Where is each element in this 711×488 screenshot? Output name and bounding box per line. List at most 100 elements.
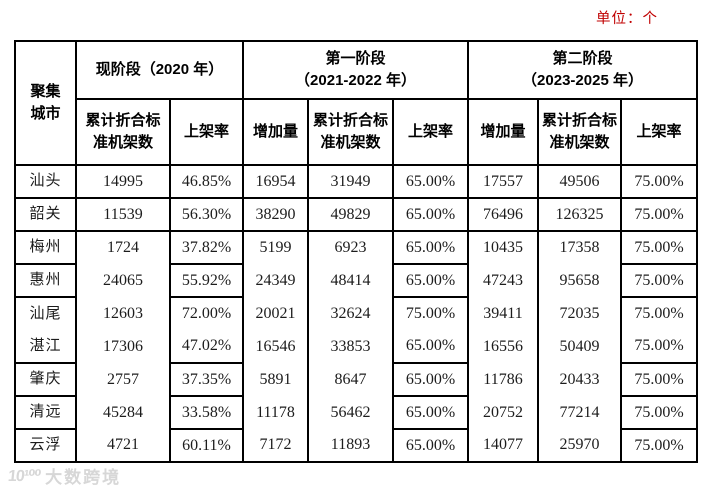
cell-value: 17358 — [538, 231, 622, 264]
cell-value: 47.02% — [170, 330, 244, 364]
cell-value: 65.00% — [393, 264, 469, 298]
cell-value: 65.00% — [393, 231, 469, 265]
table-row: 韶关 11539 56.30% 38290 49829 65.00% 76496 126325… — [15, 198, 697, 232]
cell-value: 33.58% — [170, 396, 244, 430]
cell-city: 湛江 — [15, 330, 77, 364]
cell-value: 72.00% — [170, 297, 244, 330]
cell-value: 16546 — [243, 330, 309, 363]
cell-value: 75.00% — [393, 297, 469, 330]
cell-value: 55.92% — [170, 264, 244, 298]
table-row: 清远 45284 33.58% 11178 56462 65.00% 20752 77214 7… — [15, 396, 697, 430]
cell-value: 24349 — [243, 264, 309, 297]
cell-value: 126325 — [538, 198, 622, 232]
watermark: 10¹⁰⁰ 大数跨境 — [7, 463, 122, 488]
unit-label: 单位：个 — [596, 11, 658, 27]
stage-header-current: 现阶段（2020 年） — [76, 41, 244, 100]
metric-header-racks: 累计折合标 准机架数 — [308, 99, 394, 166]
metric-header-racks: 累计折合标 准机架数 — [76, 99, 171, 166]
cell-value: 17306 — [76, 330, 171, 363]
cell-value: 10435 — [468, 231, 539, 264]
cell-value: 77214 — [538, 396, 622, 429]
cell-value: 95658 — [538, 264, 622, 297]
cell-value: 33853 — [308, 330, 394, 363]
cell-value: 20433 — [538, 363, 622, 396]
cell-value: 56462 — [308, 396, 394, 429]
cell-value: 17557 — [468, 165, 539, 199]
cell-value: 37.82% — [170, 231, 244, 265]
cell-city: 汕头 — [15, 165, 77, 199]
cell-value: 75.00% — [621, 231, 697, 265]
metric-header-rate: 上架率 — [170, 99, 244, 166]
table-row: 汕尾 12603 72.00% 20021 32624 75.00% 39411 72035 7… — [15, 297, 697, 330]
cell-value: 14077 — [468, 429, 539, 462]
cell-value: 65.00% — [393, 330, 469, 364]
cell-city: 梅州 — [15, 231, 77, 265]
cell-value: 14995 — [76, 165, 171, 199]
cell-value: 8647 — [308, 363, 394, 396]
cell-value: 38290 — [243, 198, 309, 232]
cell-city: 肇庆 — [15, 363, 77, 397]
cell-value: 75.00% — [621, 363, 697, 397]
cell-value: 75.00% — [621, 396, 697, 430]
cell-value: 56.30% — [170, 198, 244, 232]
cell-value: 31949 — [308, 165, 394, 199]
metric-header-rate: 上架率 — [393, 99, 469, 166]
cell-value: 24065 — [76, 264, 171, 297]
cell-value: 16556 — [468, 330, 539, 363]
brand-name: 大数跨境 — [45, 468, 122, 487]
cell-city: 惠州 — [15, 264, 77, 298]
cell-value: 32624 — [308, 297, 394, 330]
cell-value: 4721 — [76, 429, 171, 462]
cell-value: 7172 — [243, 429, 309, 462]
cell-value: 75.00% — [621, 264, 697, 298]
table-row: 湛江 17306 47.02% 16546 33853 65.00% 16556 50409 7… — [15, 330, 697, 364]
cell-value: 11539 — [76, 198, 171, 232]
cell-value: 65.00% — [393, 429, 469, 462]
cell-value: 48414 — [308, 264, 394, 297]
cell-value: 76496 — [468, 198, 539, 232]
cell-value: 11178 — [243, 396, 309, 429]
cell-value: 65.00% — [393, 198, 469, 232]
cell-city: 韶关 — [15, 198, 77, 232]
cell-value: 49829 — [308, 198, 394, 232]
table-row: 惠州 24065 55.92% 24349 48414 65.00% 47243 95658 7… — [15, 264, 697, 298]
stage-header-first: 第一阶段 （2021-2022 年） — [243, 41, 469, 100]
metric-header-racks: 累计折合标 准机架数 — [538, 99, 622, 166]
cell-value: 65.00% — [393, 396, 469, 430]
cell-value: 46.85% — [170, 165, 244, 199]
cell-value: 75.00% — [634, 436, 684, 454]
cell-value: 37.35% — [170, 363, 244, 397]
cell-value: 75.00% — [621, 165, 697, 199]
metric-header-increase: 增加量 — [243, 99, 309, 166]
header-row-metrics: 累计折合标 准机架数 上架率 增加量 累计折合标 准机架数 上架率 增加量 累计… — [15, 99, 697, 166]
cell-value: 2757 — [76, 363, 171, 396]
table-row: 梅州 1724 37.82% 5199 6923 65.00% 10435 17358 75.0… — [15, 231, 697, 265]
data-table: 聚集 城市 现阶段（2020 年） 第一阶段 （2021-2022 年） 第二阶… — [14, 40, 698, 463]
cell-value: 20752 — [468, 396, 539, 429]
stage-header-second: 第二阶段 （2023-2025 年） — [468, 41, 697, 100]
cell-value: 49506 — [538, 165, 622, 199]
cell-value: 45284 — [76, 396, 171, 429]
cell-value: 60.11% — [170, 429, 244, 462]
cell-value: 1724 — [76, 231, 171, 264]
cell-value: 5891 — [243, 363, 309, 396]
cell-city: 云浮 — [15, 429, 77, 462]
cell-value: 5199 — [243, 231, 309, 264]
table-row: 汕头 14995 46.85% 16954 31949 65.00% 17557 49506 7… — [15, 165, 697, 199]
cell-value: 11786 — [468, 363, 539, 396]
cell-value: 75.00% — [634, 305, 684, 322]
table-row: 肇庆 2757 37.35% 5891 8647 65.00% 11786 20433 75.0… — [15, 363, 697, 397]
cell-value: 6923 — [308, 231, 394, 264]
cell-value: 72035 — [538, 297, 622, 330]
cell-value: 12603 — [76, 297, 171, 330]
brand-logo-icon: 10¹⁰⁰ — [7, 467, 41, 485]
cell-value: 20021 — [243, 297, 309, 330]
cell-value: 39411 — [468, 297, 539, 330]
cell-value: 25970 — [538, 429, 622, 462]
cell-city: 清远 — [15, 396, 77, 430]
cell-value: 50409 — [538, 330, 622, 363]
metric-header-rate: 上架率 — [621, 99, 697, 166]
table-body: 汕头 14995 46.85% 16954 31949 65.00% 17557 49506 7… — [15, 165, 697, 462]
cell-value: 11893 — [308, 429, 394, 462]
